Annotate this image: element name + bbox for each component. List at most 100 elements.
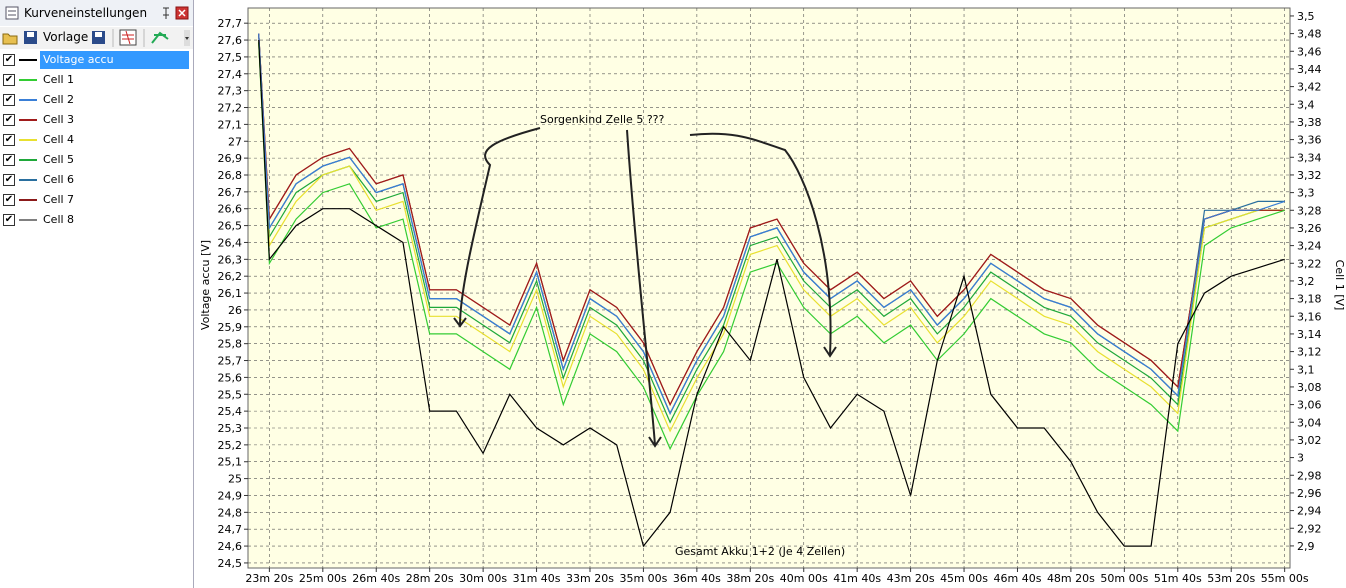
- y-tick-label: 25,5: [218, 388, 243, 401]
- checkbox[interactable]: ✔: [3, 174, 15, 186]
- legend-label[interactable]: Cell 1: [43, 73, 75, 86]
- y-tick-label: 27,7: [218, 17, 243, 30]
- y-tick-label: 25,8: [218, 338, 243, 351]
- x-tick-label: 40m 00s: [780, 572, 828, 585]
- y-tick-label: 27: [228, 135, 242, 148]
- y2-tick-label: 3,12: [1297, 346, 1322, 359]
- legend-label[interactable]: Cell 4: [43, 133, 75, 146]
- y2-tick-label: 3,02: [1297, 434, 1322, 447]
- checkbox[interactable]: ✔: [3, 134, 15, 146]
- y-tick-label: 27,2: [218, 102, 243, 115]
- y-tick-label: 26,2: [218, 270, 243, 283]
- y2-tick-label: 3,44: [1297, 63, 1322, 76]
- x-tick-label: 36m 40s: [673, 572, 721, 585]
- toolbar-label[interactable]: Vorlage: [43, 30, 89, 44]
- legend-label[interactable]: Cell 6: [43, 173, 75, 186]
- y2-tick-label: 3,5: [1297, 10, 1315, 23]
- legend-label[interactable]: Cell 2: [43, 93, 75, 106]
- x-tick-label: 48m 20s: [1047, 572, 1095, 585]
- y2-tick-label: 2,96: [1297, 487, 1322, 500]
- annotation-arrow: [626, 129, 662, 448]
- checkbox[interactable]: ✔: [3, 54, 15, 66]
- legend-label[interactable]: Cell 5: [43, 153, 75, 166]
- series-line: [258, 42, 1285, 451]
- y2-tick-label: 3,4: [1297, 98, 1315, 111]
- x-tick-label: 35m 00s: [619, 572, 667, 585]
- y2-tick-label: 3,04: [1297, 416, 1322, 429]
- panel-icon: [5, 6, 19, 20]
- panel-title: Kurveneinstellungen: [24, 6, 148, 20]
- curve-row[interactable]: ✔ Cell 6: [0, 170, 193, 190]
- curve-row[interactable]: ✔ Cell 1: [0, 70, 193, 90]
- x-tick-label: 46m 40s: [994, 572, 1042, 585]
- legend-swatch: [19, 219, 37, 221]
- toolbar-icons[interactable]: [0, 27, 190, 49]
- legend-label[interactable]: Cell 7: [43, 193, 75, 206]
- y2-tick-label: 3,16: [1297, 310, 1322, 323]
- y-tick-label: 25,7: [218, 355, 243, 368]
- checkbox[interactable]: ✔: [3, 194, 15, 206]
- legend-swatch: [19, 79, 37, 81]
- checkbox[interactable]: ✔: [3, 214, 15, 226]
- annotation: Gesamt Akku 1+2 (Je 4 Zellen): [675, 545, 845, 558]
- y-tick-label: 25,9: [218, 321, 243, 334]
- legend-swatch: [19, 179, 37, 181]
- settings-panel: Kurveneinstellungen Vorlage ✔ Voltage acc…: [0, 0, 194, 588]
- panel-controls[interactable]: [160, 6, 192, 20]
- curve-row[interactable]: ✔ Cell 2: [0, 90, 193, 110]
- legend-swatch: [19, 59, 37, 61]
- y2-tick-label: 3,18: [1297, 293, 1322, 306]
- legend-label[interactable]: Cell 8: [43, 213, 75, 226]
- checkbox[interactable]: ✔: [3, 114, 15, 126]
- curve-row[interactable]: ✔ Cell 5: [0, 150, 193, 170]
- y-tick-label: 25,2: [218, 439, 243, 452]
- y2-tick-label: 3,32: [1297, 169, 1322, 182]
- y-tick-label: 26,6: [218, 203, 243, 216]
- y-tick-label: 27,6: [218, 34, 243, 47]
- x-tick-label: 23m 20s: [245, 572, 293, 585]
- y-tick-label: 25: [228, 473, 242, 486]
- x-tick-label: 30m 00s: [459, 572, 507, 585]
- y2-tick-label: 3,28: [1297, 204, 1322, 217]
- y-tick-label: 24,5: [218, 557, 243, 570]
- legend-swatch: [19, 139, 37, 141]
- y-tick-label: 24,7: [218, 523, 243, 536]
- curve-row[interactable]: ✔ Cell 8: [0, 210, 193, 230]
- y-tick-label: 27,4: [218, 68, 243, 81]
- curve-row[interactable]: ✔ Voltage accu: [0, 50, 193, 70]
- annotation-arrow: [689, 132, 837, 358]
- x-tick-label: 51m 40s: [1154, 572, 1202, 585]
- chart: Voltage accu [V] Cell 1 [V] 24,5 24,6 24,7…: [199, 7, 1346, 585]
- y-tick-label: 27,3: [218, 85, 243, 98]
- y2-tick-label: 3,06: [1297, 399, 1322, 412]
- y-tick-label: 26,5: [218, 220, 243, 233]
- x-tick-label: 28m 20s: [406, 572, 454, 585]
- legend-label[interactable]: Voltage accu: [40, 51, 189, 69]
- x-tick-label: 31m 40s: [513, 572, 561, 585]
- y2-tick-label: 2,98: [1297, 469, 1322, 482]
- y-tick-label: 24,9: [218, 489, 243, 502]
- y2-tick-label: 3,48: [1297, 28, 1322, 41]
- x-tick-label: 26m 40s: [352, 572, 400, 585]
- y2-tick-label: 3,22: [1297, 257, 1322, 270]
- x-tick-label: 25m 00s: [299, 572, 347, 585]
- checkbox[interactable]: ✔: [3, 154, 15, 166]
- curve-row[interactable]: ✔ Cell 4: [0, 130, 193, 150]
- y-tick-label: 26: [228, 304, 242, 317]
- y-tick-label: 26,1: [218, 287, 243, 300]
- legend-label[interactable]: Cell 3: [43, 113, 75, 126]
- annotation: Sorgenkind Zelle 5 ???: [540, 113, 664, 126]
- curve-row[interactable]: ✔ Cell 7: [0, 190, 193, 210]
- series-line: [258, 42, 1285, 433]
- panel-header: Kurveneinstellungen: [0, 0, 193, 26]
- y-tick-label: 26,3: [218, 253, 243, 266]
- y-tick-label: 26,7: [218, 186, 243, 199]
- curve-row[interactable]: ✔ Cell 3: [0, 110, 193, 130]
- y-tick-label: 25,6: [218, 371, 243, 384]
- checkbox[interactable]: ✔: [3, 94, 15, 106]
- y-tick-label: 25,4: [218, 405, 243, 418]
- legend-swatch: [19, 159, 37, 161]
- checkbox[interactable]: ✔: [3, 74, 15, 86]
- y2-tick-label: 3,34: [1297, 151, 1322, 164]
- y-tick-label: 27,1: [218, 118, 243, 131]
